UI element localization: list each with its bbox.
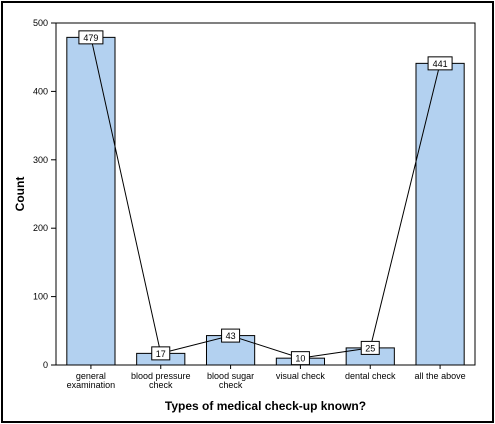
y-tick-label: 200 [33,223,48,233]
x-tick-label: examination [67,380,116,390]
x-tick-label: dental check [345,371,396,381]
y-tick-label: 0 [43,360,48,370]
x-tick-label: check [219,380,243,390]
data-label: 479 [83,33,98,43]
data-label: 17 [156,349,166,359]
y-tick-label: 300 [33,155,48,165]
plot-area [55,22,476,366]
x-tick-label: all the above [415,371,466,381]
data-label-box [360,340,380,355]
x-axis-title: Types of medical check-up known? [165,399,366,413]
bar [415,62,465,366]
x-tick-label: general [76,371,106,381]
data-label-box [427,56,453,71]
data-label: 25 [365,343,375,353]
data-label-box [221,328,241,343]
x-tick-label: blood sugar [207,371,254,381]
trend-line [90,37,441,359]
y-tick-label: 500 [33,18,48,28]
data-label: 43 [226,331,236,341]
y-axis-title: Count [13,177,27,212]
y-tick-label: 100 [33,292,48,302]
data-label-box [290,351,310,366]
bar [66,36,116,366]
x-tick-label: blood pressure [131,371,191,381]
data-label-box [78,30,104,45]
data-label: 441 [433,59,448,69]
y-tick-label: 400 [33,86,48,96]
x-tick-label: visual check [276,371,326,381]
data-label-box [151,346,171,361]
data-label: 10 [295,354,305,364]
x-tick-label: check [149,380,173,390]
